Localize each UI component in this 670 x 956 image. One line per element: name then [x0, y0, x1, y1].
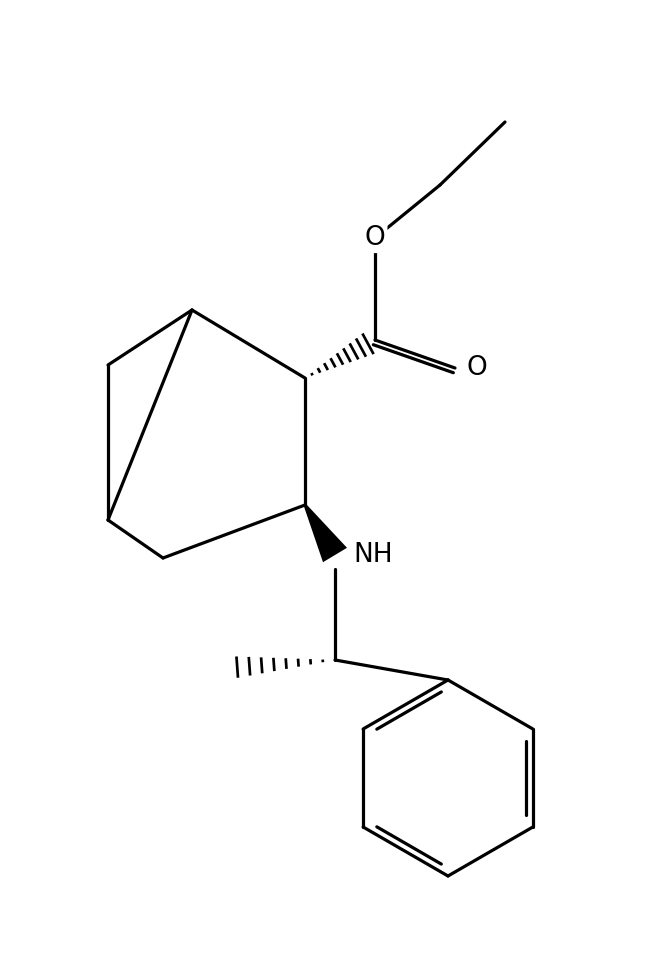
Text: O: O — [467, 355, 488, 381]
Text: NH: NH — [353, 542, 393, 568]
Text: O: O — [364, 225, 385, 251]
Polygon shape — [304, 504, 347, 562]
